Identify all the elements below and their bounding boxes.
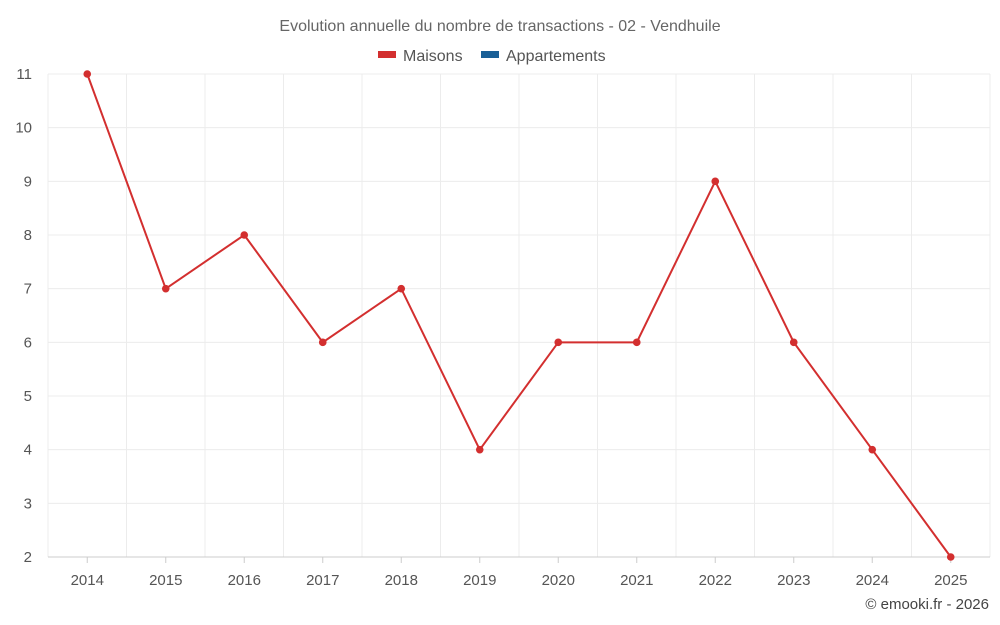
legend-item-maisons[interactable]: Maisons: [378, 48, 463, 65]
data-point[interactable]: [632, 338, 641, 347]
series-maisons: [83, 70, 955, 561]
y-tick-label: 2: [24, 549, 32, 566]
credit-text: © emooki.fr - 2026: [865, 596, 989, 613]
legend-label-appartements: Appartements: [506, 48, 606, 65]
x-tick-label: 2022: [699, 572, 732, 589]
x-tick-label: 2014: [71, 572, 104, 589]
legend-label-maisons: Maisons: [403, 48, 463, 65]
x-tick-label: 2019: [463, 572, 496, 589]
data-point[interactable]: [711, 177, 720, 186]
grid: [47, 73, 991, 558]
data-point[interactable]: [318, 338, 327, 347]
data-point[interactable]: [789, 338, 798, 347]
legend-swatch-maisons: [378, 51, 396, 58]
x-tick-label: 2017: [306, 572, 339, 589]
legend-item-appartements[interactable]: Appartements: [481, 48, 606, 65]
y-tick-label: 3: [24, 495, 32, 512]
data-point[interactable]: [946, 553, 955, 561]
x-tick-label: 2020: [542, 572, 575, 589]
x-tick-label: 2021: [620, 572, 653, 589]
data-point[interactable]: [83, 70, 92, 78]
y-tick-label: 6: [24, 334, 32, 351]
y-tick-label: 5: [24, 388, 32, 405]
x-tick-label: 2016: [228, 572, 261, 589]
data-point[interactable]: [554, 338, 563, 347]
data-point[interactable]: [475, 445, 484, 454]
x-tick-label: 2018: [385, 572, 418, 589]
data-point[interactable]: [868, 445, 877, 454]
y-tick-label: 10: [15, 120, 32, 137]
y-tick-label: 4: [24, 442, 32, 459]
y-tick-label: 9: [24, 173, 32, 190]
y-tick-label: 7: [24, 281, 32, 298]
legend-swatch-appartements: [481, 51, 499, 58]
x-tick-label: 2015: [149, 572, 182, 589]
series-line-maisons: [86, 73, 952, 558]
x-tick-label: 2023: [777, 572, 810, 589]
data-point[interactable]: [240, 231, 249, 239]
y-axis-ticks: 2 3 4 5 6 7 8 9 10 11: [15, 66, 32, 566]
y-tick-label: 8: [24, 227, 32, 244]
chart-title: Evolution annuelle du nombre de transact…: [279, 18, 720, 35]
data-point[interactable]: [397, 284, 406, 293]
x-tick-label: 2024: [856, 572, 889, 589]
data-point[interactable]: [161, 284, 170, 293]
x-axis-ticks: 2014 2015 2016 2017 2018 2019 2020 2021 2022 2023…: [71, 557, 967, 589]
x-tick-label: 2025: [934, 572, 967, 589]
legend: Maisons Appartements: [378, 48, 606, 65]
y-tick-label: 11: [16, 66, 32, 83]
